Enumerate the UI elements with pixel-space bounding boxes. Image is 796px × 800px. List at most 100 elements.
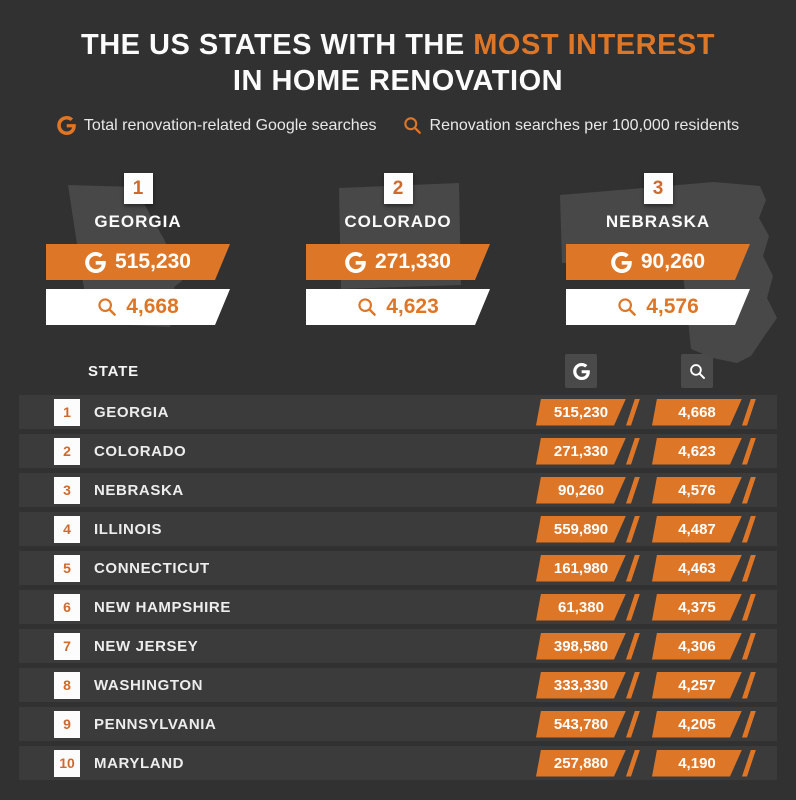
flag-tail [742,710,756,738]
state-name: CONNECTICUT [94,559,210,577]
search-icon [617,297,637,317]
per-capita-flag: 4,668 [652,398,756,426]
legend: Total renovation-related Google searches… [0,116,796,135]
flag-tail [742,593,756,621]
search-column-icon [681,354,713,388]
table-row: 2 COLORADO 271,330 4,623 [19,434,777,468]
per-capita-banner: 4,668 [46,289,230,325]
state-name: NEBRASKA [94,481,184,499]
rankings-table: STATE 1 GEORGIA 515,230 4,668 2 [0,352,796,780]
google-g-column-icon [565,354,597,388]
per-capita-flag: 4,463 [652,554,756,582]
total-searches-flag: 559,890 [536,515,640,543]
state-name: PENNSYLVANIA [94,715,217,733]
per-capita-flag: 4,487 [652,515,756,543]
flag-tail [742,554,756,582]
flag-tail [626,710,640,738]
state-column-header: STATE [88,362,139,380]
flag-tail [742,632,756,660]
table-row: 1 GEORGIA 515,230 4,668 [19,395,777,429]
flag-tail [742,437,756,465]
total-searches-banner: 515,230 [46,244,230,280]
rank-badge: 2 [383,173,413,204]
total-searches-banner: 271,330 [306,244,490,280]
total-searches-flag: 61,380 [536,593,640,621]
total-searches-banner: 90,260 [566,244,750,280]
state-name: MARYLAND [94,754,185,772]
table-row: 10 MARYLAND 257,880 4,190 [19,746,777,780]
table-row: 3 NEBRASKA 90,260 4,576 [19,473,777,507]
title-line2: IN HOME RENOVATION [232,65,564,97]
flag-tail [626,671,640,699]
top-state-card-nebraska: 3 NEBRASKA 90,260 4,576 [558,165,777,363]
per-capita-flag: 4,576 [652,476,756,504]
table-row: 6 NEW HAMPSHIRE 61,380 4,375 [19,590,777,624]
rank-badge: 1 [123,173,153,204]
google-g-icon [611,252,632,273]
state-name: GEORGIA [94,212,182,231]
total-searches-flag: 90,260 [536,476,640,504]
per-capita-flag: 4,205 [652,710,756,738]
page-title: THE US STATES WITH THE MOST INTEREST IN … [0,0,796,99]
per-capita-flag: 4,375 [652,593,756,621]
rank-badge: 3 [643,173,673,204]
rank-badge: 4 [54,515,80,543]
flag-tail [626,398,640,426]
google-g-icon [57,116,76,135]
flag-tail [742,476,756,504]
per-capita-flag: 4,306 [652,632,756,660]
total-searches-value: 271,330 [375,250,451,273]
top-state-card-georgia: 1 GEORGIA 515,230 4,668 [38,165,238,330]
search-icon [357,297,377,317]
total-searches-flag: 333,330 [536,671,640,699]
per-capita-value: 4,668 [126,295,179,318]
total-searches-flag: 398,580 [536,632,640,660]
rank-badge: 5 [54,554,80,582]
state-name: GEORGIA [94,403,170,421]
rank-badge: 6 [54,593,80,621]
per-capita-flag: 4,257 [652,671,756,699]
table-body: 1 GEORGIA 515,230 4,668 2 COLORADO 271,3… [0,395,796,780]
legend-total: Total renovation-related Google searches [57,116,377,135]
per-capita-flag: 4,190 [652,749,756,777]
total-searches-flag: 271,330 [536,437,640,465]
google-g-icon [345,252,366,273]
total-searches-flag: 257,880 [536,749,640,777]
rank-badge: 9 [54,710,80,738]
flag-tail [626,554,640,582]
search-icon [97,297,117,317]
per-capita-flag: 4,623 [652,437,756,465]
table-row: 7 NEW JERSEY 398,580 4,306 [19,629,777,663]
top-state-card-colorado: 2 COLORADO 271,330 4,623 [298,165,498,330]
total-searches-value: 90,260 [640,250,706,273]
total-searches-value: 515,230 [115,250,191,273]
legend-per-capita: Renovation searches per 100,000 resident… [403,116,739,135]
rank-badge: 10 [54,749,80,777]
flag-tail [626,437,640,465]
flag-tail [626,476,640,504]
state-name: COLORADO [344,212,452,231]
rank-badge: 2 [54,437,80,465]
top-states-cards: 1 GEORGIA 515,230 4,668 2 COLORADO 271,3… [38,165,777,363]
table-row: 9 PENNSYLVANIA 543,780 4,205 [19,707,777,741]
state-name: COLORADO [94,442,187,460]
table-header: STATE [0,352,796,390]
table-row: 4 ILLINOIS 559,890 4,487 [19,512,777,546]
flag-tail [742,671,756,699]
rank-badge: 3 [54,476,80,504]
state-name: NEW JERSEY [94,637,199,655]
per-capita-banner: 4,576 [566,289,750,325]
table-row: 8 WASHINGTON 333,330 4,257 [19,668,777,702]
flag-tail [626,515,640,543]
flag-tail [742,749,756,777]
flag-tail [626,749,640,777]
title-line1-accent: MOST INTEREST [473,29,715,61]
table-row: 5 CONNECTICUT 161,980 4,463 [19,551,777,585]
flag-tail [626,593,640,621]
flag-tail [742,515,756,543]
total-searches-flag: 543,780 [536,710,640,738]
rank-badge: 8 [54,671,80,699]
legend-total-label: Total renovation-related Google searches [83,116,377,134]
state-name: WASHINGTON [94,676,204,694]
rank-badge: 7 [54,632,80,660]
